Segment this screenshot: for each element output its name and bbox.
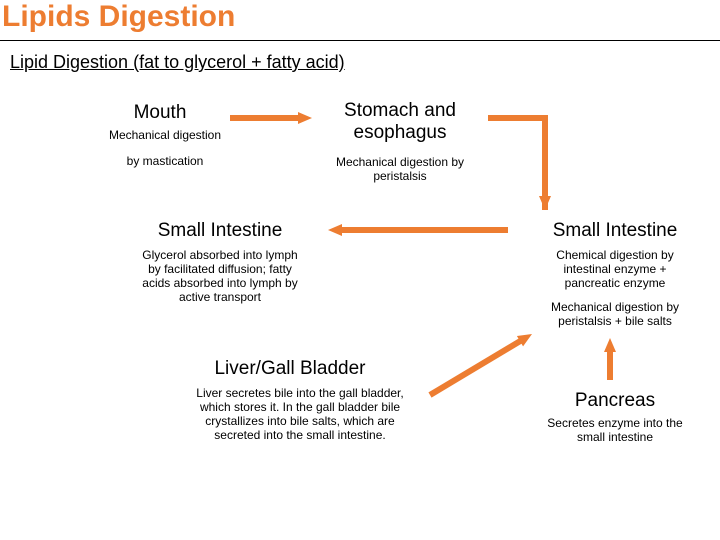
arrow-head [298,112,312,124]
title-underline [0,40,720,41]
node-mouth-desc2: by mastication [100,154,230,168]
node-liver-title: Liver/Gall Bladder [170,358,410,380]
node-pancreas-title: Pancreas [540,390,690,412]
arrow-head [604,338,616,352]
node-si-right-title: Small Intestine [520,220,710,242]
node-mouth-title: Mouth [100,102,220,124]
node-si-left-title: Small Intestine [120,220,320,242]
arrow-stomach-to-si-right [488,118,545,210]
node-si-left-desc: Glycerol absorbed into lymphby facilitat… [120,248,320,304]
node-si-right-desc2: Mechanical digestion byperistalsis + bil… [530,300,700,328]
node-pancreas-desc: Secretes enzyme into thesmall intestine [530,416,700,444]
node-liver-desc: Liver secretes bile into the gall bladde… [170,386,430,442]
page-title: Lipids Digestion [2,0,235,34]
node-si-right-desc1: Chemical digestion byintestinal enzyme +… [530,248,700,290]
arrow-head [517,334,532,346]
arrow-head [328,224,342,236]
node-stomach-desc: Mechanical digestion byperistalsis [315,155,485,183]
arrow-head [539,196,551,210]
arrow-liver-to-si-right [430,338,525,395]
subtitle: Lipid Digestion (fat to glycerol + fatty… [10,52,345,73]
node-mouth-desc1: Mechanical digestion [100,128,230,142]
node-stomach-title: Stomach andesophagus [315,100,485,144]
